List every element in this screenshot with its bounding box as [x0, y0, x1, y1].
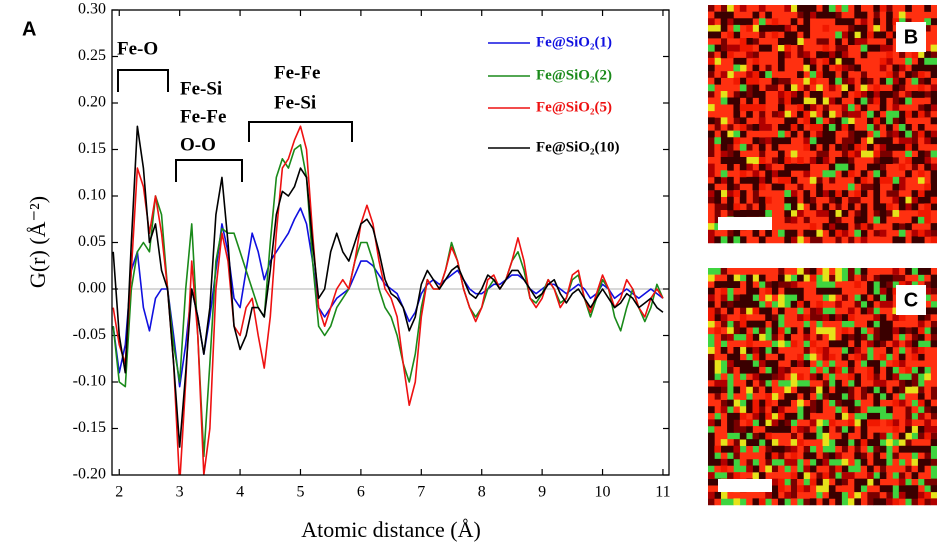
x-tick-label: 7 [417, 484, 425, 501]
x-tick-label: 3 [176, 484, 184, 501]
y-tick-label: 0.15 [78, 140, 106, 157]
panel-label: B [904, 26, 918, 48]
x-tick-label: 4 [236, 484, 244, 501]
x-tick-label: 6 [357, 484, 365, 501]
bracket [248, 121, 353, 142]
line-series [112, 144, 664, 458]
x-tick-label: 5 [296, 484, 304, 501]
y-tick-label: -0.05 [73, 326, 106, 343]
y-tick-label: -0.15 [73, 419, 106, 436]
line-series [112, 125, 664, 448]
legend-label: Fe@SiO₂(2) [536, 67, 612, 83]
x-tick-label: 9 [538, 484, 546, 501]
y-tick-label: -0.20 [73, 466, 106, 483]
annotation: Fe-Fe [180, 106, 226, 127]
pixel-map [708, 5, 937, 244]
y-tick-label: 0.20 [78, 94, 106, 111]
legend-label: Fe@SiO₂(1) [536, 34, 612, 50]
annotation: Fe-Si [180, 78, 222, 99]
x-tick-label: 2 [115, 484, 123, 501]
legend-label: Fe@SiO₂(5) [536, 99, 612, 115]
legend-label: Fe@SiO₂(10) [536, 139, 619, 155]
x-tick-label: 8 [478, 484, 486, 501]
y-tick-label: 0.05 [78, 233, 106, 250]
y-tick-label: -0.10 [73, 373, 106, 390]
bracket [117, 69, 169, 92]
y-tick-label: 0.25 [78, 47, 106, 64]
y-tick-label: 0.00 [78, 280, 106, 297]
line-series [112, 125, 664, 475]
plot-lines [112, 125, 664, 475]
panel-label: A [22, 18, 36, 40]
panel-label-box [896, 22, 926, 52]
panel-label: C [904, 289, 918, 311]
scale-bar [718, 217, 772, 230]
x-tick-label: 10 [595, 484, 611, 501]
x-axis-label: Atomic distance (Å) [301, 517, 481, 542]
x-tick-label: 11 [655, 484, 670, 501]
annotation: Fe-Si [274, 92, 316, 113]
bracket [175, 159, 243, 182]
annotation: Fe-Fe [274, 62, 320, 83]
annotation: O-O [180, 134, 216, 155]
scale-bar [718, 479, 772, 492]
plot-frame [111, 9, 670, 476]
y-tick-label: 0.10 [78, 187, 106, 204]
pixel-map [708, 268, 937, 506]
panel-label-box [896, 285, 926, 315]
y-tick-label: 0.30 [78, 1, 106, 18]
y-axis-label: G(r) (Å⁻²) [25, 196, 50, 288]
annotation: Fe-O [117, 38, 158, 59]
